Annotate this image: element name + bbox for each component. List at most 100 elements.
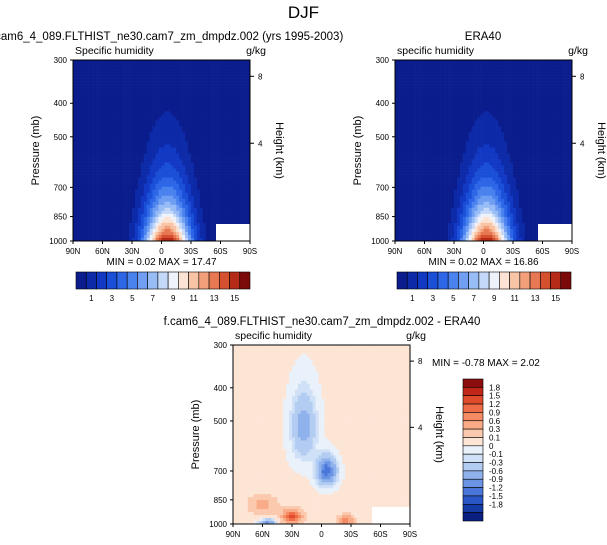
contour-cell (247, 90, 251, 94)
contour-cell (152, 147, 156, 151)
contour-cell (217, 129, 221, 133)
contour-cell (424, 159, 428, 163)
contour-cell (123, 165, 127, 169)
contour-cell (191, 186, 195, 191)
contour-cell (409, 132, 413, 136)
contour-cell (123, 147, 127, 151)
contour-cell (143, 234, 148, 239)
contour-cell (185, 183, 189, 187)
contour-cell (73, 225, 77, 230)
contour-cell (235, 93, 239, 97)
contour-cell (105, 198, 109, 203)
contour-cell (137, 180, 142, 184)
contour-cell (170, 162, 174, 166)
contour-cell (170, 216, 174, 221)
contour-cell (87, 171, 91, 175)
contour-cell (191, 78, 195, 82)
contour-cell (117, 165, 121, 169)
contour-cell (73, 234, 77, 239)
contour-cell (439, 180, 443, 184)
contour-cell (448, 78, 452, 82)
contour-cell (105, 153, 109, 157)
contour-cell (188, 165, 192, 169)
contour-cell (93, 204, 97, 209)
contour-cell (81, 186, 86, 191)
contour-cell (456, 150, 461, 154)
contour-cell (415, 78, 419, 82)
contour-cell (424, 99, 428, 103)
contour-cell (191, 66, 195, 70)
contour-cell (451, 213, 455, 218)
contour-cell (241, 75, 245, 79)
contour-cell (81, 195, 86, 200)
contour-cell (421, 117, 425, 121)
contour-cell (211, 192, 215, 197)
contour-cell (158, 120, 162, 124)
contour-cell (241, 213, 245, 218)
contour-cell (81, 66, 86, 70)
contour-cell (412, 69, 416, 73)
contour-cell (167, 72, 171, 76)
contour-cell (421, 84, 425, 88)
contour-cell (403, 126, 408, 130)
contour-cell (454, 60, 458, 64)
contour-cell (158, 114, 162, 118)
contour-cell (149, 66, 153, 70)
contour-cell (75, 90, 80, 94)
contour-cell (217, 93, 221, 97)
contour-cell (238, 129, 242, 133)
contour-cell (412, 162, 416, 166)
contour-cell (73, 123, 77, 127)
contour-cell (244, 183, 248, 187)
contour-cell (214, 144, 218, 148)
contour-cell (448, 102, 452, 106)
contour-cell (188, 198, 192, 203)
contour-cell (170, 69, 174, 73)
contour-cell (433, 114, 437, 118)
contour-cell (199, 204, 204, 209)
contour-cell (161, 237, 165, 242)
contour-cell (99, 78, 103, 82)
contour-cell (196, 60, 201, 64)
contour-cell (196, 192, 201, 197)
contour-cell (137, 150, 142, 154)
contour-cell (158, 141, 162, 145)
contour-cell (220, 117, 224, 121)
contour-cell (93, 162, 97, 166)
contour-cell (149, 144, 153, 148)
contour-cell (235, 84, 239, 88)
contour-cell (196, 66, 201, 70)
contour-cell (188, 81, 192, 85)
contour-cell (126, 69, 130, 73)
contour-cell (205, 171, 209, 175)
contour-cell (415, 123, 419, 127)
contour-cell (102, 69, 106, 73)
contour-cell (199, 228, 204, 233)
contour-cell (87, 108, 91, 112)
contour-cell (448, 108, 452, 112)
contour-cell (424, 150, 428, 154)
contour-cell (120, 66, 124, 70)
contour-cell (448, 126, 452, 130)
contour-cell (117, 156, 121, 160)
contour-cell (152, 141, 156, 145)
contour-cell (87, 105, 91, 109)
contour-cell (176, 81, 180, 85)
contour-cell (155, 93, 159, 97)
contour-cell (442, 186, 446, 191)
contour-cell (400, 141, 405, 145)
contour-cell (223, 117, 227, 121)
contour-cell (84, 180, 89, 184)
contour-cell (132, 96, 136, 100)
contour-cell (232, 216, 236, 221)
contour-cell (439, 231, 443, 236)
contour-cell (436, 177, 440, 181)
contour-cell (456, 222, 461, 227)
contour-cell (459, 159, 464, 163)
contour-cell (406, 144, 411, 148)
contour-cell (99, 165, 103, 169)
contour-cell (247, 156, 251, 160)
contour-cell (421, 213, 425, 218)
contour-cell (244, 216, 248, 221)
contour-cell (96, 141, 100, 145)
